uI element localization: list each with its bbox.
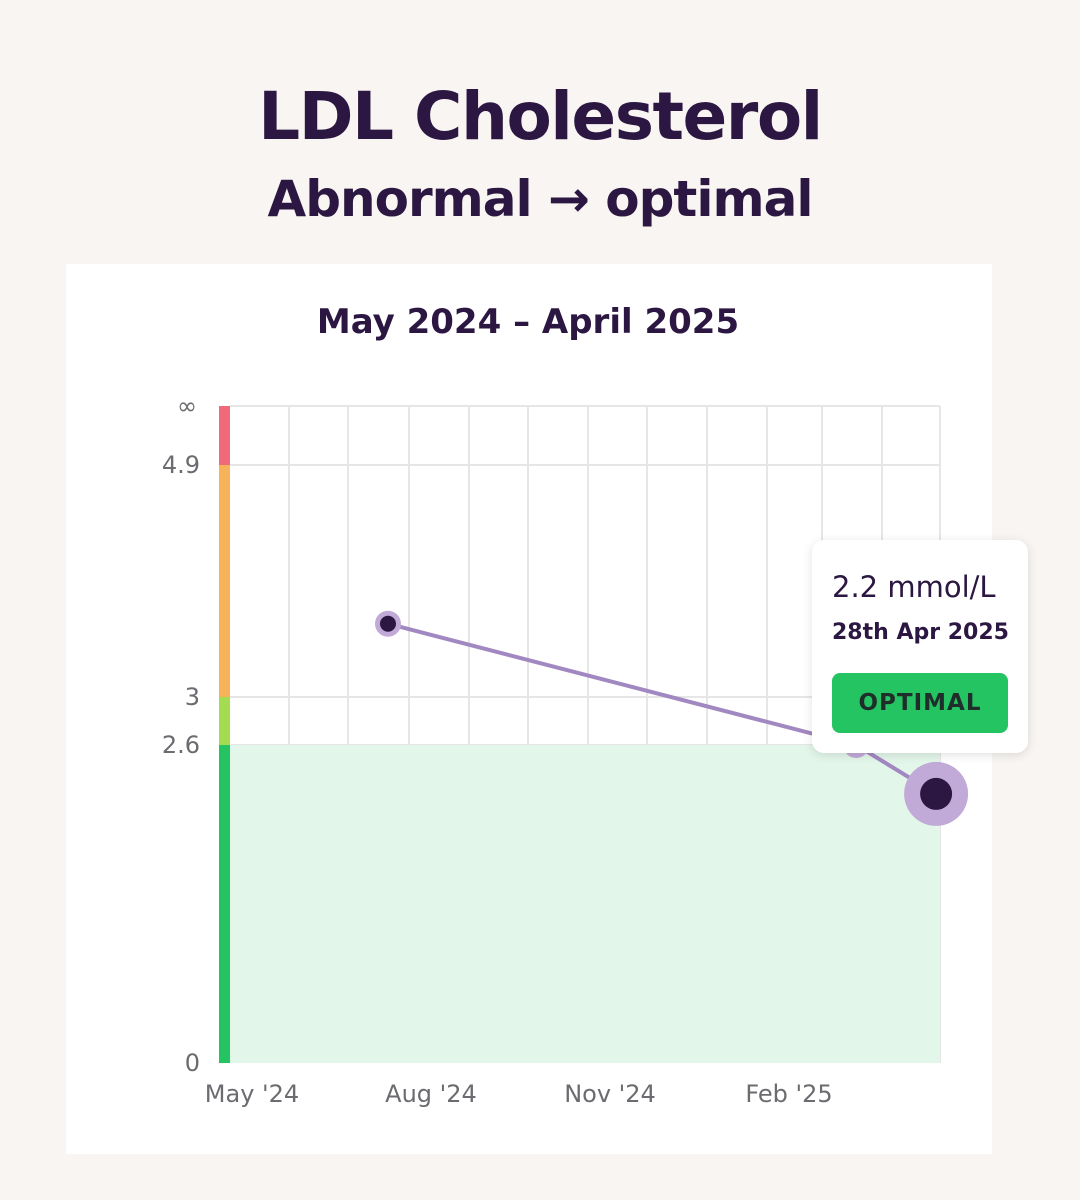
range-band-very-high: [219, 406, 230, 465]
tooltip-date: 28th Apr 2025: [832, 620, 1009, 645]
chart-date-range: May 2024 – April 2025: [316, 302, 740, 342]
highlighted-data-point: [920, 777, 953, 810]
optimal-range-area: [230, 745, 940, 1063]
page-subtitle: Abnormal → optimal: [267, 170, 814, 228]
value-tooltip: 2.2 mmol/L 28th Apr 2025 OPTIMAL: [812, 540, 1028, 753]
range-band-borderline: [219, 697, 230, 745]
range-band-optimal: [219, 745, 230, 1063]
x-tick-label: May '24: [205, 1080, 299, 1108]
tooltip-value: 2.2 mmol/L: [832, 570, 996, 604]
range-band-high: [219, 465, 230, 697]
x-tick-label: Aug '24: [385, 1080, 477, 1108]
y-tick-label: 3: [185, 683, 200, 711]
y-tick-label: 4.9: [162, 451, 200, 479]
page-title: LDL Cholesterol: [258, 78, 823, 155]
status-badge: OPTIMAL: [832, 673, 1008, 733]
x-tick-label: Feb '25: [745, 1080, 832, 1108]
y-tick-label: 2.6: [162, 731, 200, 759]
y-tick-label: ∞: [177, 392, 197, 420]
data-point: [379, 615, 396, 632]
x-tick-label: Nov '24: [564, 1080, 656, 1108]
y-tick-label: 0: [185, 1049, 200, 1077]
